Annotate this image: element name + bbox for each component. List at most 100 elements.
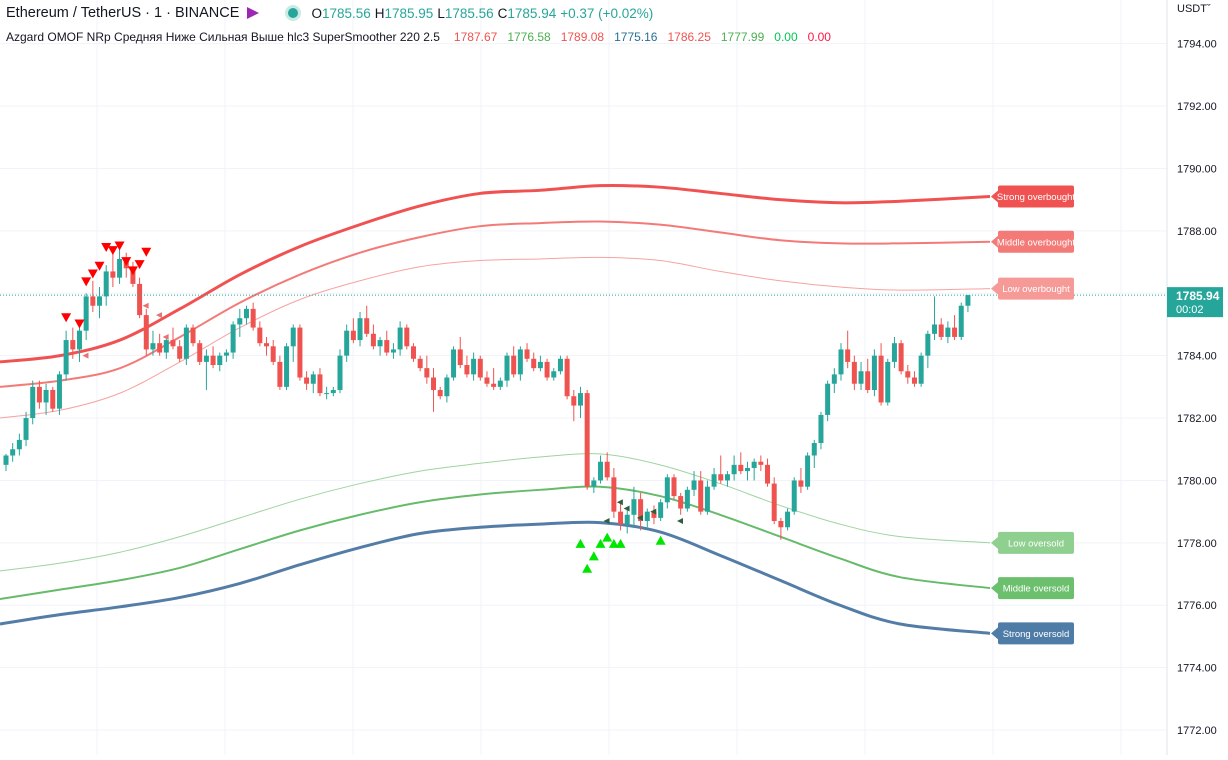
candle — [898, 340, 904, 375]
band-label-pointer — [991, 282, 998, 295]
candle-body — [237, 318, 243, 325]
candle — [577, 386, 583, 419]
candle — [324, 386, 330, 400]
candle — [317, 368, 323, 397]
candle — [304, 371, 310, 390]
candle — [203, 349, 209, 390]
band-label-text: Strong overbought — [997, 192, 1076, 203]
candle — [337, 349, 343, 394]
candle — [10, 443, 16, 462]
candle — [36, 380, 42, 409]
market-status-icon — [285, 5, 302, 21]
candle-body — [257, 327, 263, 344]
candle-body — [818, 414, 824, 444]
y-tick-label: 1772.00 — [1177, 725, 1217, 737]
candle-body — [337, 355, 343, 390]
candle — [891, 336, 897, 369]
indicator-value: 1786.25 — [667, 30, 711, 44]
flag-icon[interactable] — [247, 7, 260, 19]
candle-body — [217, 355, 223, 366]
minor-signal-marker — [623, 505, 630, 512]
candle-body — [197, 343, 203, 362]
candle-body — [277, 361, 283, 387]
candle — [678, 492, 684, 515]
candle — [290, 324, 296, 362]
candle-body — [878, 355, 884, 403]
candle — [551, 368, 557, 381]
candle-body — [83, 296, 89, 331]
candle-body — [264, 343, 270, 347]
candle-body — [885, 361, 891, 403]
candle — [731, 455, 737, 481]
candle — [330, 386, 336, 397]
band-label-pointer — [991, 627, 998, 640]
candle-body — [651, 511, 657, 518]
candle-body — [317, 374, 323, 394]
candle-body — [324, 393, 330, 395]
candle-body — [698, 480, 704, 512]
band-line — [0, 256, 991, 419]
candle — [457, 336, 463, 369]
candle-body — [130, 268, 136, 284]
candle-body — [905, 371, 911, 378]
candle — [56, 371, 62, 415]
candle — [410, 343, 416, 362]
candle-body — [90, 296, 96, 306]
candle — [938, 318, 944, 341]
candle — [484, 371, 490, 387]
indicator-value: 0.00 — [807, 30, 831, 44]
candle-body — [805, 455, 811, 487]
candle — [16, 433, 22, 456]
candle — [264, 336, 270, 356]
candle — [557, 355, 563, 375]
candle — [511, 346, 517, 378]
candle-body — [424, 368, 430, 378]
candle — [110, 252, 116, 288]
candle — [571, 389, 577, 422]
candle-body — [304, 377, 310, 384]
candle-body — [831, 374, 837, 384]
candle — [664, 474, 670, 509]
currency-selector[interactable]: USDTˇ — [1177, 3, 1211, 15]
candle-body — [517, 349, 523, 375]
sell-signal-marker — [107, 246, 118, 256]
candle — [831, 368, 837, 394]
candle-body — [851, 361, 857, 384]
candle — [83, 293, 89, 341]
candle-body — [671, 477, 677, 497]
symbol-title[interactable]: Ethereum / TetherUS · 1 · BINANCE — [6, 5, 240, 21]
candle-body — [571, 396, 577, 406]
band-label-text: Middle oversold — [1003, 584, 1070, 595]
candle-body — [23, 418, 29, 440]
band-label: Middle overbought — [991, 230, 1075, 253]
candle-body — [704, 486, 710, 512]
candle-body — [350, 330, 356, 341]
candle — [544, 358, 550, 381]
y-tick-label: 1776.00 — [1177, 600, 1217, 612]
open-label: O — [311, 5, 322, 21]
buy-signal-marker — [615, 538, 626, 548]
buy-signal-marker — [655, 535, 666, 545]
candle-body — [798, 480, 804, 487]
candle-body — [638, 499, 644, 522]
sell-signal-marker — [101, 243, 112, 253]
candle-body — [491, 383, 497, 387]
candle-body — [952, 327, 958, 337]
candle — [230, 321, 236, 359]
candle-body — [711, 474, 717, 487]
candle-body — [965, 295, 971, 306]
candle — [537, 355, 543, 372]
sell-signal-marker — [141, 247, 152, 257]
candle-body — [76, 330, 82, 350]
candle-body — [43, 389, 49, 403]
legend-indicator: Azgard OMOF NRp Средняя Ниже Сильная Выш… — [6, 30, 841, 44]
candle-body — [678, 496, 684, 509]
candle — [724, 471, 730, 487]
indicator-name[interactable]: Azgard OMOF NRp Средняя Ниже Сильная Выш… — [6, 30, 440, 44]
candle — [905, 365, 911, 384]
candle — [818, 411, 824, 450]
candle — [865, 358, 871, 394]
minor-signal-marker — [677, 518, 683, 525]
